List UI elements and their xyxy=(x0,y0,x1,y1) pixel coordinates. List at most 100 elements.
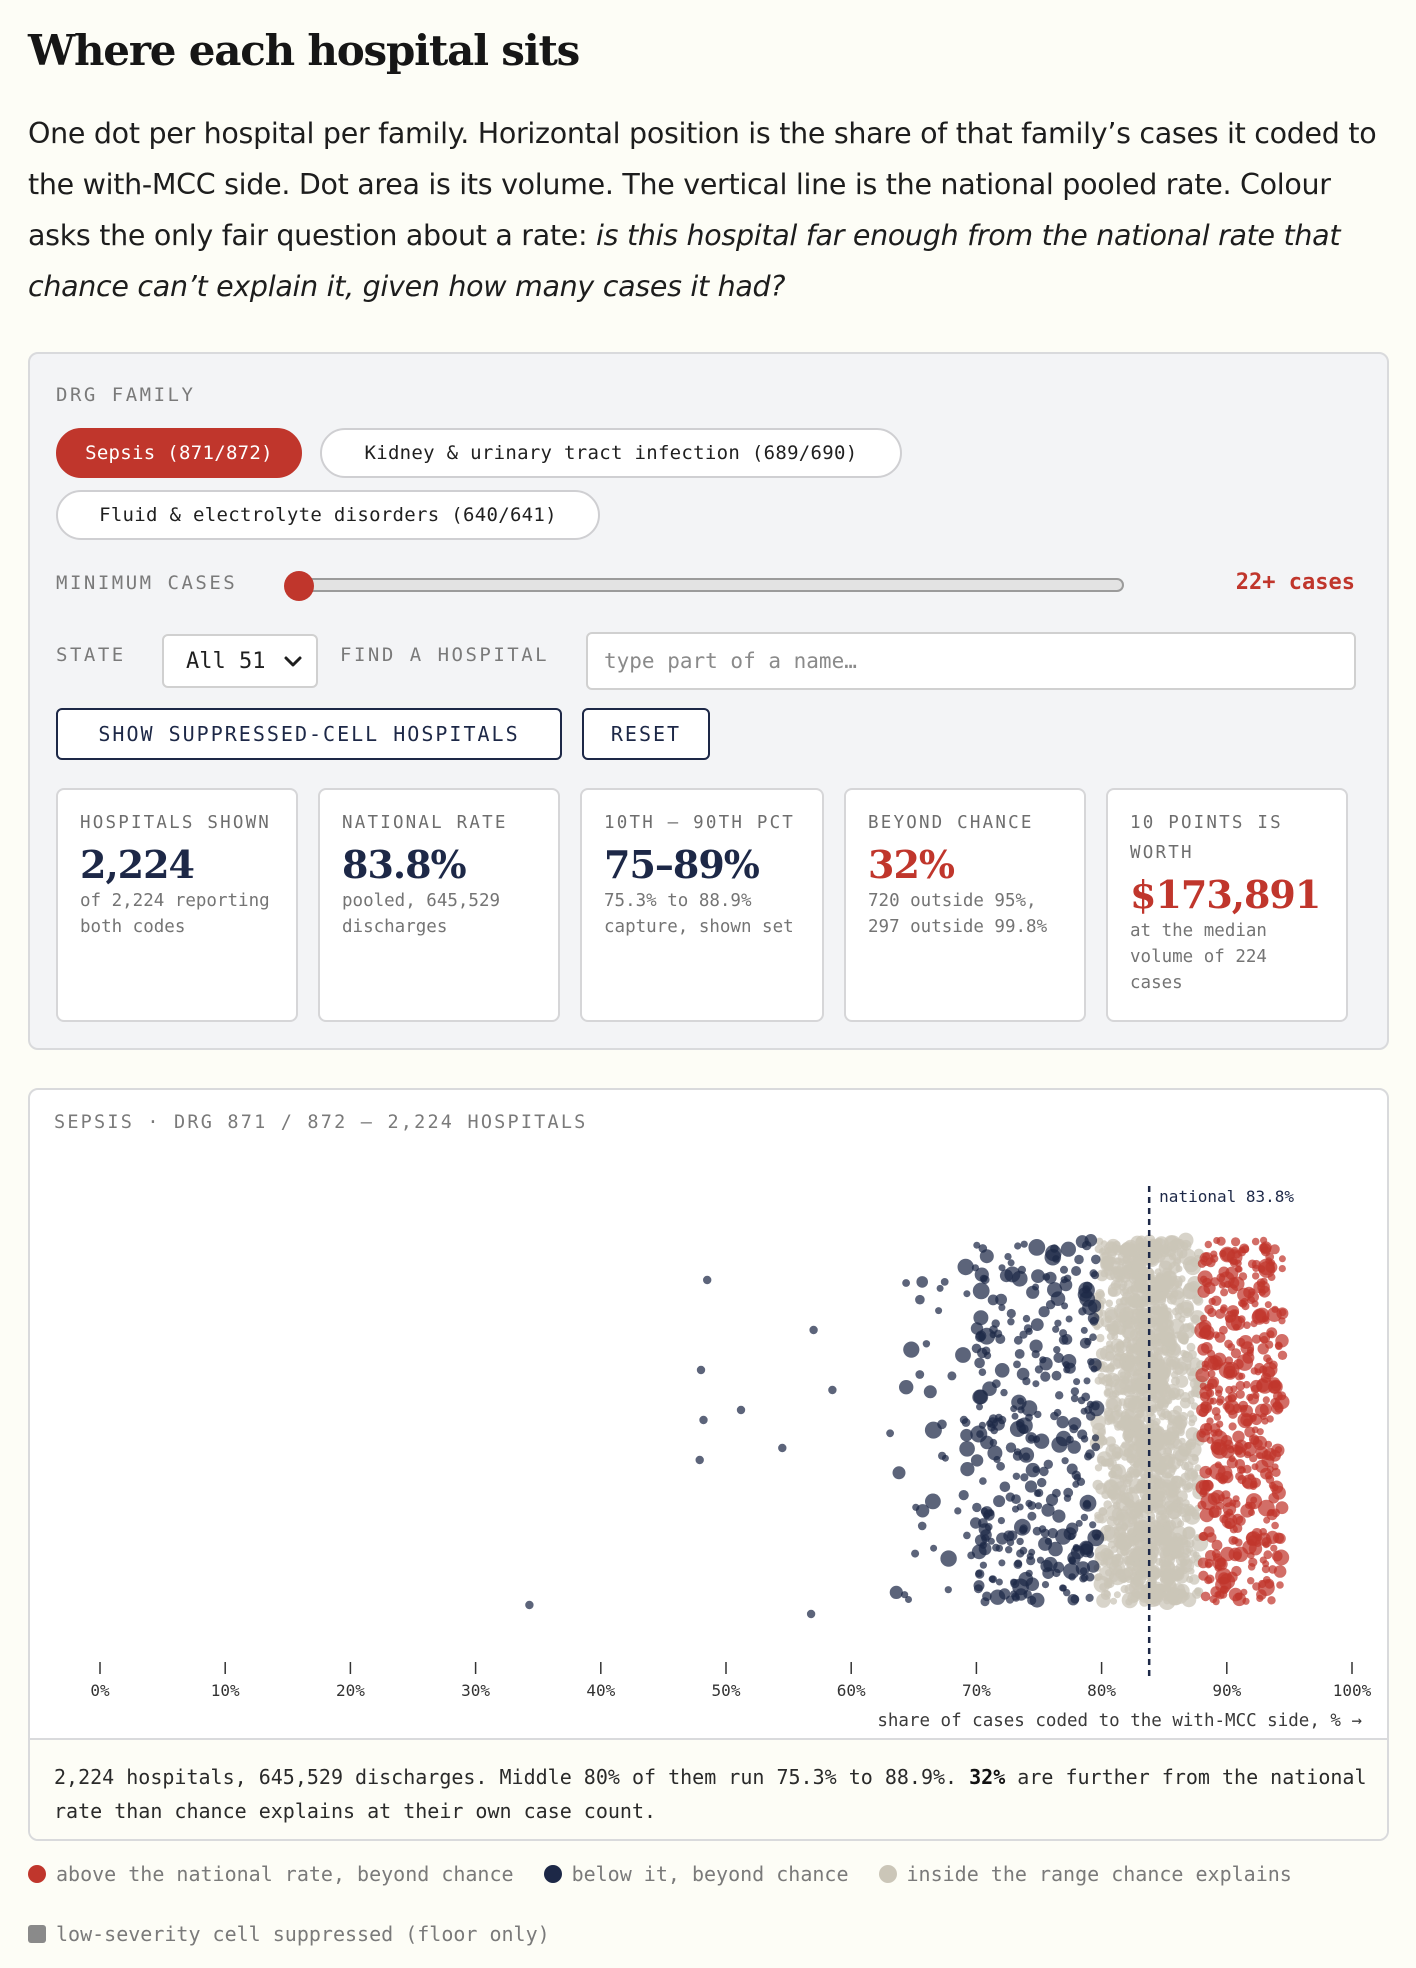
hospital-dot-inside[interactable] xyxy=(1144,1564,1162,1582)
hospital-dot-below[interactable] xyxy=(960,1428,973,1442)
hospital-dot-below[interactable] xyxy=(976,1403,983,1411)
hospital-dot-inside[interactable] xyxy=(1194,1464,1202,1472)
hospital-dot-inside[interactable] xyxy=(1113,1320,1121,1328)
hospital-dot-below[interactable] xyxy=(886,1429,894,1438)
hospital-dot-below[interactable] xyxy=(996,1532,1009,1545)
hospital-dot-above[interactable] xyxy=(1219,1514,1229,1524)
hospital-dot-inside[interactable] xyxy=(1138,1327,1146,1335)
hospital-dot-inside[interactable] xyxy=(1134,1499,1148,1514)
hospital-dot-inside[interactable] xyxy=(1123,1479,1132,1488)
hospital-dot-above[interactable] xyxy=(1235,1372,1244,1381)
hospital-dot-below[interactable] xyxy=(972,1282,990,1300)
hospital-dot-inside[interactable] xyxy=(1155,1480,1165,1490)
hospital-dot-inside[interactable] xyxy=(1116,1512,1132,1527)
hospital-dot-below[interactable] xyxy=(1065,1315,1073,1323)
hospital-dot-above[interactable] xyxy=(1204,1561,1212,1569)
hospital-dot-above[interactable] xyxy=(1263,1516,1271,1524)
hospital-dot-above[interactable] xyxy=(1238,1272,1248,1281)
hospital-dot-inside[interactable] xyxy=(1125,1598,1133,1606)
hospital-dot-inside[interactable] xyxy=(1179,1397,1191,1409)
hospital-dot-below[interactable] xyxy=(695,1455,704,1465)
hospital-dot-below[interactable] xyxy=(1005,1442,1017,1453)
hospital-dot-above[interactable] xyxy=(1199,1531,1209,1541)
hospital-dot-inside[interactable] xyxy=(1104,1580,1113,1589)
hospital-dot-above[interactable] xyxy=(1194,1321,1212,1339)
hospital-dot-below[interactable] xyxy=(1025,1577,1040,1591)
hospital-dot-above[interactable] xyxy=(1258,1579,1275,1596)
hospital-dot-above[interactable] xyxy=(1269,1244,1280,1255)
hospital-dot-inside[interactable] xyxy=(1168,1414,1177,1424)
hospital-dot-inside[interactable] xyxy=(1150,1254,1160,1264)
hospital-dot-inside[interactable] xyxy=(1134,1545,1143,1555)
hospital-dot-above[interactable] xyxy=(1220,1585,1229,1595)
hospital-dot-below[interactable] xyxy=(903,1341,920,1358)
hospital-dot-below[interactable] xyxy=(1023,1324,1033,1333)
hospital-dot-below[interactable] xyxy=(1078,1281,1095,1299)
hospital-dot-inside[interactable] xyxy=(1189,1574,1200,1585)
hospital-dot-above[interactable] xyxy=(1209,1463,1226,1480)
hospital-dot-below[interactable] xyxy=(979,1541,987,1549)
hospital-dot-below[interactable] xyxy=(778,1443,787,1453)
hospital-dot-below[interactable] xyxy=(1079,1567,1088,1575)
hospital-dot-below[interactable] xyxy=(1014,1242,1022,1250)
hospital-dot-above[interactable] xyxy=(1256,1428,1264,1436)
hospital-dot-above[interactable] xyxy=(1210,1441,1222,1453)
hospital-dot-below[interactable] xyxy=(973,1310,989,1326)
hospital-dot-inside[interactable] xyxy=(1123,1272,1131,1280)
hospital-dot-below[interactable] xyxy=(970,1454,984,1467)
hospital-dot-below[interactable] xyxy=(936,1284,944,1292)
hospital-dot-inside[interactable] xyxy=(1158,1534,1175,1551)
hospital-dot-inside[interactable] xyxy=(1174,1416,1184,1426)
hospital-dot-below[interactable] xyxy=(1032,1466,1040,1473)
hospital-dot-above[interactable] xyxy=(1263,1354,1272,1363)
hospital-dot-inside[interactable] xyxy=(1192,1551,1200,1559)
hospital-dot-below[interactable] xyxy=(1082,1500,1092,1510)
hospital-dot-inside[interactable] xyxy=(1158,1412,1167,1421)
hospital-dot-inside[interactable] xyxy=(1164,1506,1174,1515)
hospital-dot-below[interactable] xyxy=(1045,1493,1059,1506)
hospital-dot-below[interactable] xyxy=(1021,1400,1038,1417)
hospital-dot-above[interactable] xyxy=(1206,1397,1215,1405)
hospital-dot-below[interactable] xyxy=(1011,1270,1028,1287)
hospital-dot-below[interactable] xyxy=(915,1504,930,1518)
hospital-dot-below[interactable] xyxy=(989,1575,997,1584)
hospital-dot-above[interactable] xyxy=(1273,1549,1290,1566)
hospital-dot-above[interactable] xyxy=(1238,1335,1253,1349)
hospital-dot-above[interactable] xyxy=(1247,1577,1255,1585)
hospital-dot-above[interactable] xyxy=(1259,1413,1267,1420)
hospital-dot-inside[interactable] xyxy=(1185,1539,1195,1548)
hospital-dot-inside[interactable] xyxy=(1128,1430,1136,1438)
hospital-dot-above[interactable] xyxy=(1207,1370,1216,1378)
family-chip-kidney-uti[interactable]: Kidney & urinary tract infection (689/69… xyxy=(320,428,902,478)
hospital-dot-above[interactable] xyxy=(1214,1332,1226,1343)
hospital-dot-inside[interactable] xyxy=(1168,1456,1181,1470)
hospital-dot-below[interactable] xyxy=(1014,1588,1028,1601)
hospital-dot-inside[interactable] xyxy=(1140,1354,1148,1362)
hospital-dot-inside[interactable] xyxy=(1115,1569,1126,1580)
hospital-dot-inside[interactable] xyxy=(1135,1362,1144,1372)
hospital-dot-inside[interactable] xyxy=(1113,1257,1121,1265)
hospital-dot-below[interactable] xyxy=(1033,1433,1050,1449)
hospital-dot-below[interactable] xyxy=(1037,1477,1047,1488)
hospital-dot-inside[interactable] xyxy=(1104,1417,1113,1426)
hospital-dot-below[interactable] xyxy=(1089,1316,1099,1326)
hospital-dot-below[interactable] xyxy=(699,1415,708,1425)
hospital-dot-above[interactable] xyxy=(1255,1459,1269,1473)
hospital-dot-above[interactable] xyxy=(1260,1236,1268,1244)
hospital-dot-above[interactable] xyxy=(1205,1257,1216,1268)
hospital-dot-below[interactable] xyxy=(995,1293,1007,1306)
hospital-dot-inside[interactable] xyxy=(1171,1307,1180,1316)
hospital-dot-inside[interactable] xyxy=(1147,1288,1157,1299)
hospital-dot-below[interactable] xyxy=(1075,1519,1083,1527)
hospital-dot-below[interactable] xyxy=(1060,1265,1068,1274)
hospital-dot-inside[interactable] xyxy=(1094,1464,1103,1472)
hospital-dot-below[interactable] xyxy=(696,1365,706,1375)
hospital-dot-below[interactable] xyxy=(963,1290,971,1298)
hospital-dot-below[interactable] xyxy=(1022,1314,1031,1323)
hospital-dot-below[interactable] xyxy=(1048,1541,1063,1557)
hospital-dot-inside[interactable] xyxy=(1094,1244,1104,1254)
hospital-dot-below[interactable] xyxy=(987,1294,999,1306)
hospital-dot-below[interactable] xyxy=(1053,1346,1061,1354)
hospital-dot-inside[interactable] xyxy=(1111,1554,1121,1564)
hospital-dot-below[interactable] xyxy=(1000,1388,1008,1397)
